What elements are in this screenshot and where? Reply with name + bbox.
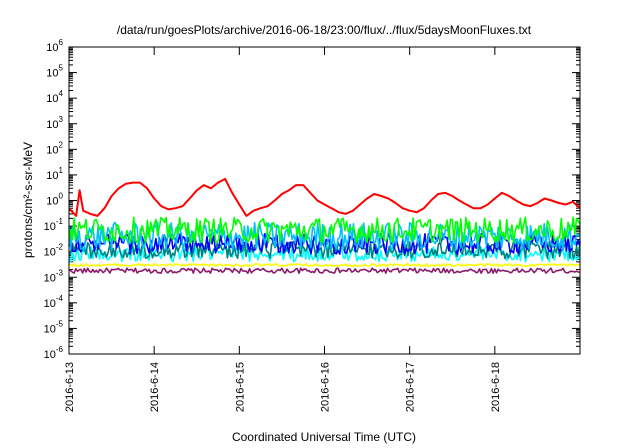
y-tick-exponent: 0: [59, 192, 64, 201]
y-tick-label: 103: [46, 115, 63, 131]
y-tick-label: 10-5: [44, 319, 64, 335]
y-tick-label: 100: [46, 192, 63, 208]
y-tick-exponent: -4: [56, 294, 64, 303]
x-tick-label: 2016-6-18: [490, 362, 502, 412]
y-tick-base: 10: [46, 93, 58, 105]
y-tick-label: 102: [46, 140, 63, 156]
x-tick-label: 2016-6-14: [149, 362, 161, 412]
x-axis: 2016-6-13 2016-6-14 2016-6-15 2016-6-16 2016…: [64, 47, 502, 412]
y-tick-base: 10: [46, 196, 58, 208]
y-tick-exponent: -3: [56, 268, 64, 277]
y-tick-base: 10: [44, 221, 56, 233]
y-tick-exponent: 1: [59, 166, 64, 175]
y-tick-label: 106: [46, 38, 63, 54]
y-tick-label: 104: [46, 89, 63, 105]
y-tick-base: 10: [44, 272, 56, 284]
y-tick-base: 10: [46, 42, 58, 54]
y-tick-label: 10-6: [44, 345, 64, 361]
series-line: [68, 267, 581, 274]
series-line: [68, 216, 581, 244]
x-tick-label: 2016-6-17: [405, 362, 417, 412]
y-tick-base: 10: [46, 144, 58, 156]
y-axis: 10-610-510-410-310-210-11001011021031041…: [44, 38, 580, 361]
y-tick-exponent: 5: [59, 64, 64, 73]
y-tick-base: 10: [44, 247, 56, 259]
series-line: [68, 177, 581, 217]
y-axis-label: protons/cm²-s-sr-MeV: [21, 142, 35, 258]
y-tick-label: 101: [46, 166, 63, 182]
x-tick-label: 2016-6-15: [234, 362, 246, 412]
series-line: [68, 263, 581, 268]
y-tick-exponent: -6: [56, 345, 64, 354]
y-tick-exponent: -5: [56, 319, 64, 328]
plot-frame: [68, 46, 581, 355]
y-tick-exponent: 4: [59, 89, 64, 98]
y-tick-label: 10-4: [44, 294, 64, 310]
y-tick-exponent: -1: [56, 217, 64, 226]
y-tick-base: 10: [46, 119, 58, 131]
x-tick-label: 2016-6-13: [64, 362, 76, 412]
series-line: [68, 245, 581, 263]
y-tick-label: 10-2: [44, 243, 64, 259]
y-tick-base: 10: [46, 170, 58, 182]
y-tick-exponent: 6: [59, 38, 64, 47]
plot-area: [68, 177, 581, 274]
y-tick-exponent: 2: [59, 140, 64, 149]
y-tick-base: 10: [44, 298, 56, 310]
y-tick-label: 10-1: [44, 217, 64, 233]
y-tick-label: 10-3: [44, 268, 64, 284]
chart-title: /data/run/goesPlots/archive/2016-06-18/2…: [117, 23, 532, 37]
y-tick-base: 10: [44, 323, 56, 335]
y-tick-exponent: 3: [59, 115, 64, 124]
y-tick-base: 10: [44, 349, 56, 361]
y-tick-base: 10: [46, 68, 58, 80]
y-tick-label: 105: [46, 64, 63, 80]
x-tick-label: 2016-6-16: [320, 362, 332, 412]
y-tick-exponent: -2: [56, 243, 64, 252]
x-axis-label: Coordinated Universal Time (UTC): [232, 430, 416, 444]
